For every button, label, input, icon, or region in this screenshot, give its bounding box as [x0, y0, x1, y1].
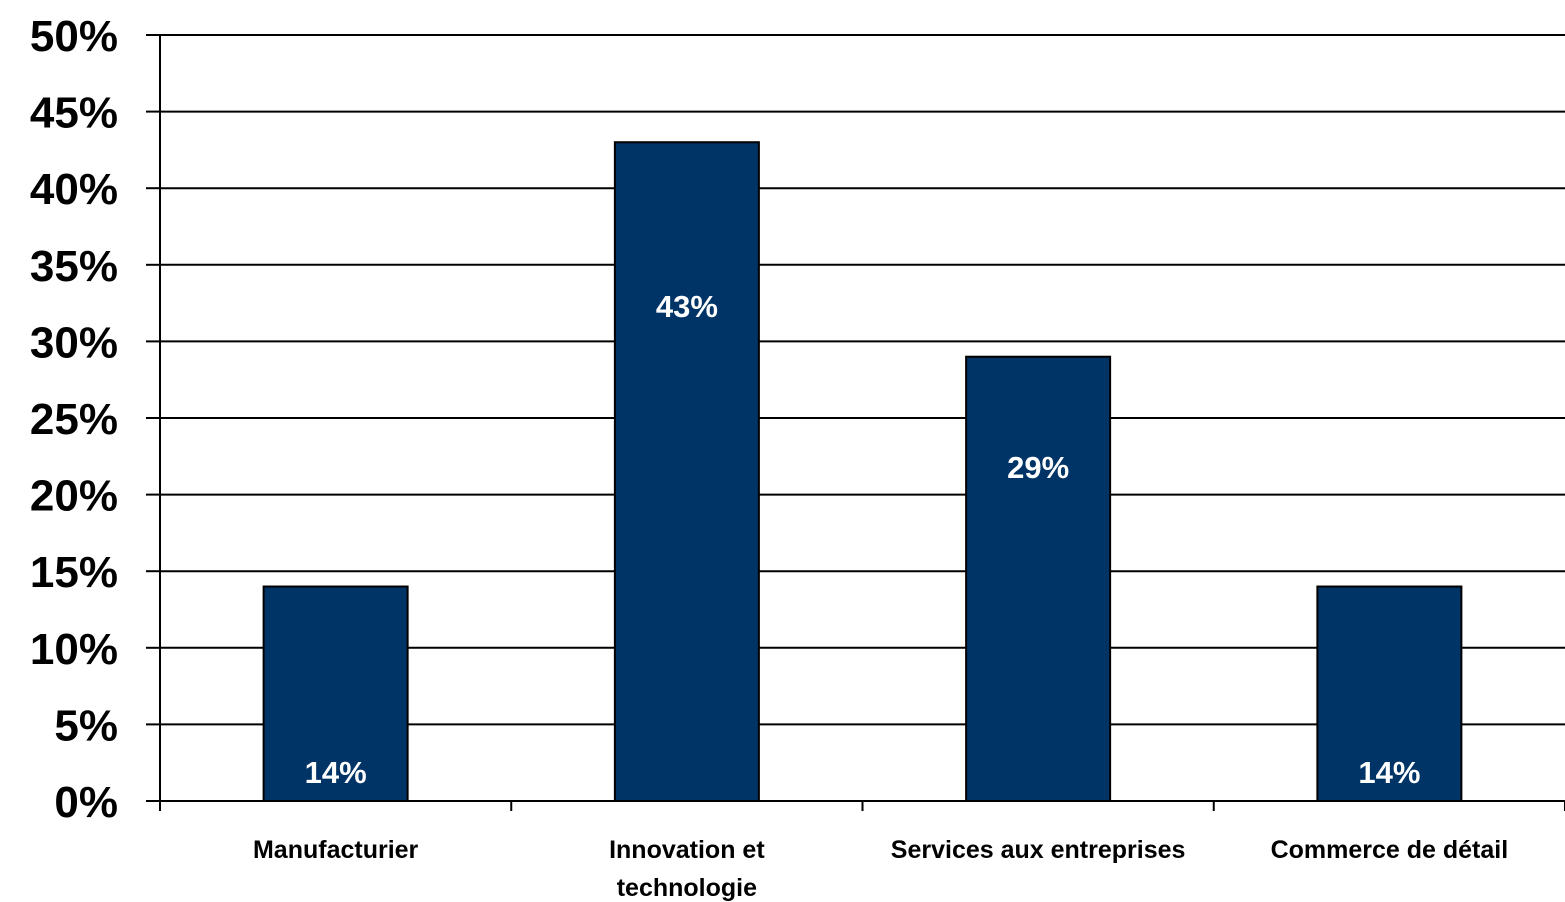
x-tick-labels: Manufacturier Innovation et technologie Ser…	[253, 836, 1508, 902]
y-tick-label-9: 45%	[30, 89, 118, 138]
bar-2	[965, 355, 1112, 802]
y-tick-label-6: 30%	[30, 318, 118, 367]
y-tick-label-8: 40%	[30, 165, 118, 214]
y-tick-label-2: 10%	[30, 625, 118, 674]
x-tick-label-3: Commerce de détail	[1271, 836, 1509, 864]
data-label-2: 29%	[1007, 450, 1069, 485]
x-tick-label-0: Manufacturier	[253, 836, 419, 864]
x-tick-label-1-line-0: Innovation et	[609, 836, 765, 864]
bar-3	[1316, 585, 1463, 803]
y-tick-label-5: 25%	[30, 395, 118, 444]
y-tick-labels: 0% 5% 10% 15% 20% 25% 30% 35% 40% 45% 50%	[30, 12, 118, 827]
x-tick-label-2: Services aux entreprises	[891, 836, 1186, 864]
bar-0	[262, 585, 409, 803]
x-tick-label-3-line-0: Commerce de détail	[1271, 836, 1509, 864]
x-tick-label-1: Innovation et technologie	[609, 836, 765, 902]
data-label-0: 14%	[305, 755, 367, 790]
y-tick-label-7: 35%	[30, 242, 118, 291]
data-label-3: 14%	[1358, 755, 1420, 790]
bars	[262, 141, 1463, 803]
data-labels: 14% 43% 29% 14%	[305, 289, 1421, 790]
bar-1	[613, 141, 760, 803]
y-tick-label-1: 5%	[54, 701, 118, 750]
y-tick-label-4: 20%	[30, 472, 118, 521]
y-tick-label-3: 15%	[30, 548, 118, 597]
x-tick-label-0-line-0: Manufacturier	[253, 836, 419, 864]
y-tick-label-10: 50%	[30, 12, 118, 61]
data-label-1: 43%	[656, 289, 718, 324]
y-tick-label-0: 0%	[54, 778, 118, 827]
x-tick-label-2-line-0: Services aux entreprises	[891, 836, 1186, 864]
x-tick-label-1-line-1: technologie	[617, 874, 757, 902]
